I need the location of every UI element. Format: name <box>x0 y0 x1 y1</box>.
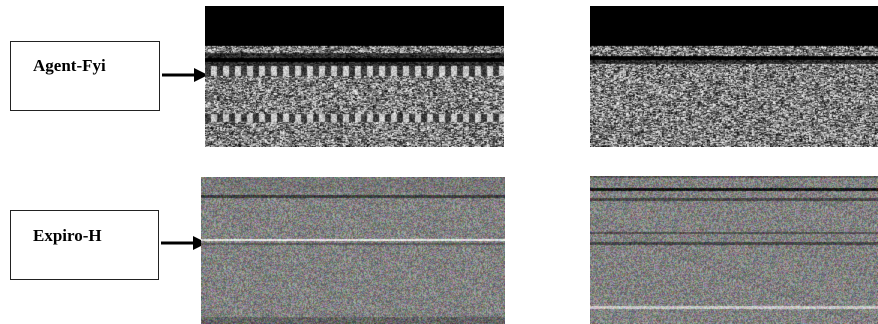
expiro-h-label: Expiro-H <box>33 226 102 245</box>
expiro-h-image-reference <box>590 176 878 324</box>
expiro-h-image-with-signal <box>201 177 505 324</box>
expiro-h-arrow <box>161 236 207 250</box>
agent-fyi-arrow <box>162 68 208 82</box>
agent-fyi-label-box: Agent-Fyi <box>10 41 160 111</box>
expiro-h-label-box: Expiro-H <box>10 210 159 280</box>
agent-fyi-image-reference <box>590 6 878 147</box>
agent-fyi-label: Agent-Fyi <box>33 56 106 75</box>
agent-fyi-image-with-signal <box>205 6 504 147</box>
